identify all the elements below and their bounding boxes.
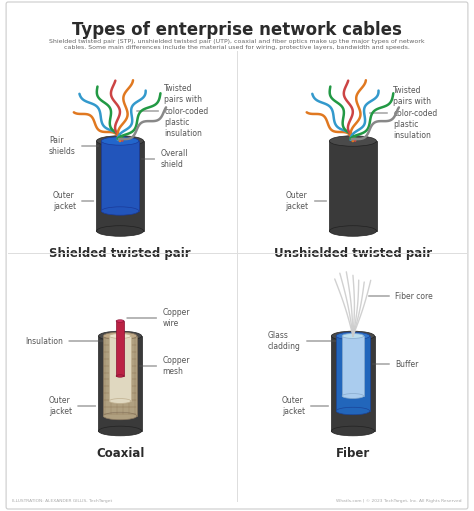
Ellipse shape: [99, 426, 142, 436]
Ellipse shape: [101, 207, 139, 215]
Text: Copper
mesh: Copper mesh: [162, 356, 190, 376]
Text: Copper
wire: Copper wire: [162, 308, 190, 328]
Text: Coaxial: Coaxial: [96, 447, 144, 459]
Bar: [329, 141, 376, 231]
Ellipse shape: [331, 331, 374, 341]
Text: WhatIs.com | © 2023 TechTarget, Inc. All Rights Reserved: WhatIs.com | © 2023 TechTarget, Inc. All…: [337, 499, 462, 503]
Ellipse shape: [116, 320, 124, 322]
Ellipse shape: [342, 393, 364, 399]
Text: Insulation: Insulation: [25, 337, 63, 345]
Bar: [97, 141, 144, 231]
Text: Glass
cladding: Glass cladding: [268, 331, 301, 351]
Text: ILLUSTRATION: ALEXANDER GILLIS, TechTarget: ILLUSTRATION: ALEXANDER GILLIS, TechTarg…: [12, 499, 112, 503]
Text: Twisted
pairs with
color-coded
plastic
insulation: Twisted pairs with color-coded plastic i…: [164, 84, 209, 137]
Text: Fiber: Fiber: [336, 447, 370, 459]
Ellipse shape: [329, 136, 376, 146]
Text: Types of enterprise network cables: Types of enterprise network cables: [72, 21, 402, 39]
Text: Outer
jacket: Outer jacket: [49, 396, 72, 416]
Bar: [116, 321, 124, 376]
Bar: [99, 336, 142, 431]
Ellipse shape: [99, 331, 142, 341]
Text: Twisted
pairs with
color-coded
plastic
insulation: Twisted pairs with color-coded plastic i…: [393, 86, 438, 140]
Ellipse shape: [342, 334, 364, 338]
Text: Outer
jacket: Outer jacket: [53, 191, 76, 211]
Bar: [109, 336, 131, 401]
Ellipse shape: [336, 407, 370, 415]
Bar: [336, 336, 370, 411]
Text: Pair
shields: Pair shields: [49, 136, 76, 156]
Ellipse shape: [331, 426, 374, 436]
Ellipse shape: [103, 412, 137, 420]
Ellipse shape: [329, 226, 376, 236]
Text: Unshielded twisted pair: Unshielded twisted pair: [274, 246, 432, 260]
Ellipse shape: [109, 334, 131, 338]
Ellipse shape: [97, 226, 144, 236]
Ellipse shape: [97, 136, 144, 146]
Text: Shielded twisted pair (STP), unshielded twisted pair (UTP), coaxial and fiber op: Shielded twisted pair (STP), unshielded …: [49, 39, 425, 50]
Ellipse shape: [116, 375, 124, 377]
Bar: [103, 336, 137, 416]
Text: Buffer: Buffer: [395, 360, 419, 368]
Ellipse shape: [336, 332, 370, 340]
Ellipse shape: [101, 137, 139, 145]
Text: Outer
jacket: Outer jacket: [286, 191, 309, 211]
Text: Outer
jacket: Outer jacket: [282, 396, 305, 416]
Bar: [101, 141, 139, 211]
Ellipse shape: [109, 399, 131, 403]
Ellipse shape: [103, 332, 137, 340]
Bar: [342, 336, 364, 396]
Bar: [331, 336, 374, 431]
Text: Shielded twisted pair: Shielded twisted pair: [49, 246, 191, 260]
Text: Overall
shield: Overall shield: [160, 149, 188, 169]
Text: Fiber core: Fiber core: [395, 291, 433, 300]
